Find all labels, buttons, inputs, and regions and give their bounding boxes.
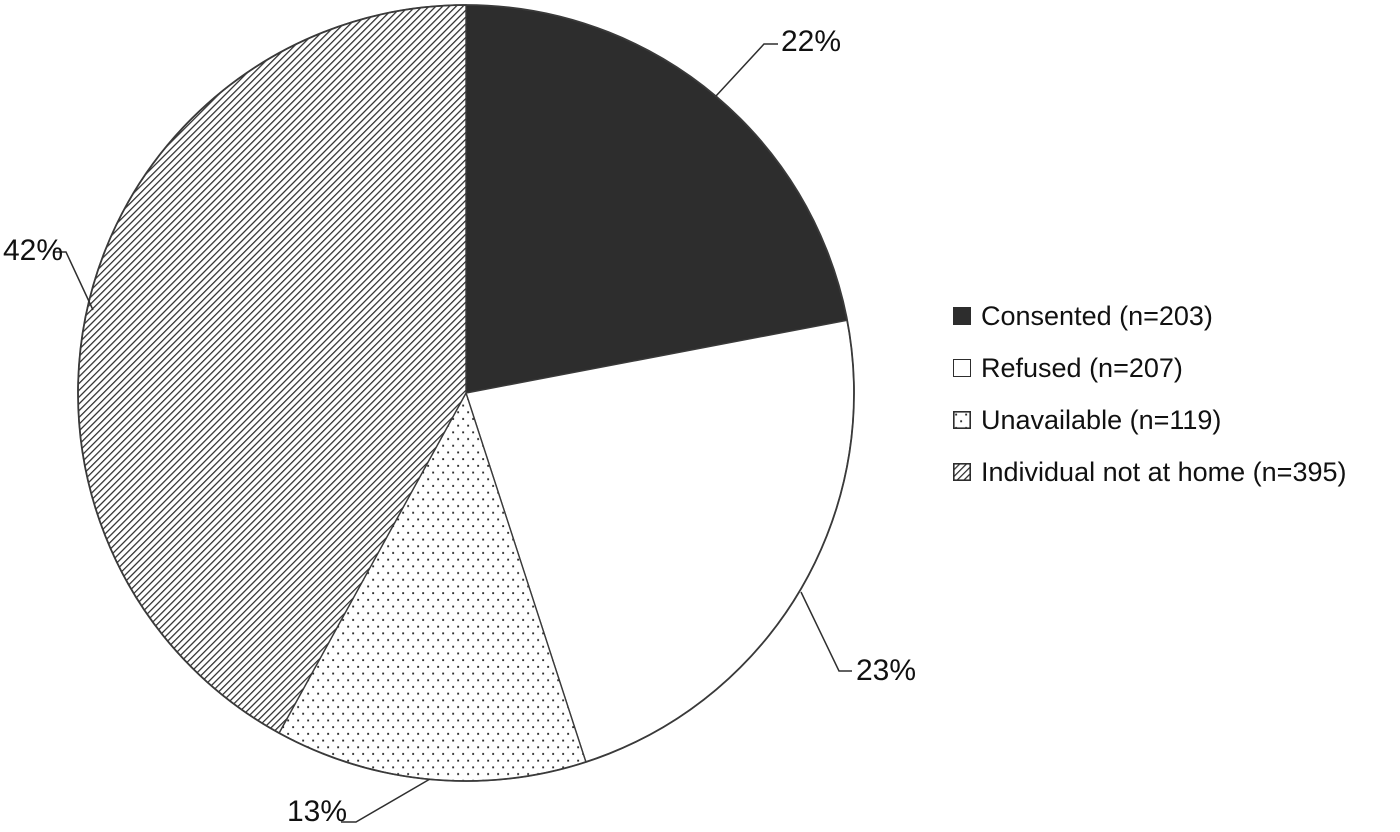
legend-label-refused: Refused (n=207)	[981, 352, 1183, 383]
legend-swatch-solid-icon	[953, 307, 971, 325]
pie-outline	[77, 4, 855, 782]
legend-label-not-at-home: Individual not at home (n=395)	[981, 456, 1347, 487]
slice-label-unavailable: 13%	[287, 795, 347, 828]
slice-label-not-at-home: 42%	[3, 234, 63, 267]
leader-line-unavailable	[341, 778, 431, 823]
slice-label-refused: 23%	[856, 654, 916, 687]
leader-lines	[53, 43, 852, 823]
legend-label-consented: Consented (n=203)	[981, 300, 1213, 331]
legend-label-unavailable: Unavailable (n=119)	[981, 404, 1222, 435]
leader-line-refused	[800, 591, 852, 672]
pie	[77, 4, 855, 782]
slice-labels: 22% 23% 13% 42%	[3, 25, 916, 828]
legend-item-unavailable: Unavailable (n=119)	[953, 394, 1347, 446]
slice-label-consented: 22%	[781, 25, 841, 58]
legend-swatch-dotted-icon	[953, 411, 971, 429]
leader-line-consented	[715, 43, 778, 97]
legend-item-not-at-home: Individual not at home (n=395)	[953, 446, 1347, 498]
legend-swatch-white-icon	[953, 359, 971, 377]
legend-swatch-hatched-icon	[953, 463, 971, 481]
legend: Consented (n=203) Refused (n=207) Unavai…	[953, 290, 1347, 498]
legend-item-consented: Consented (n=203)	[953, 290, 1347, 342]
legend-item-refused: Refused (n=207)	[953, 342, 1347, 394]
leader-line-not-at-home	[53, 251, 94, 311]
